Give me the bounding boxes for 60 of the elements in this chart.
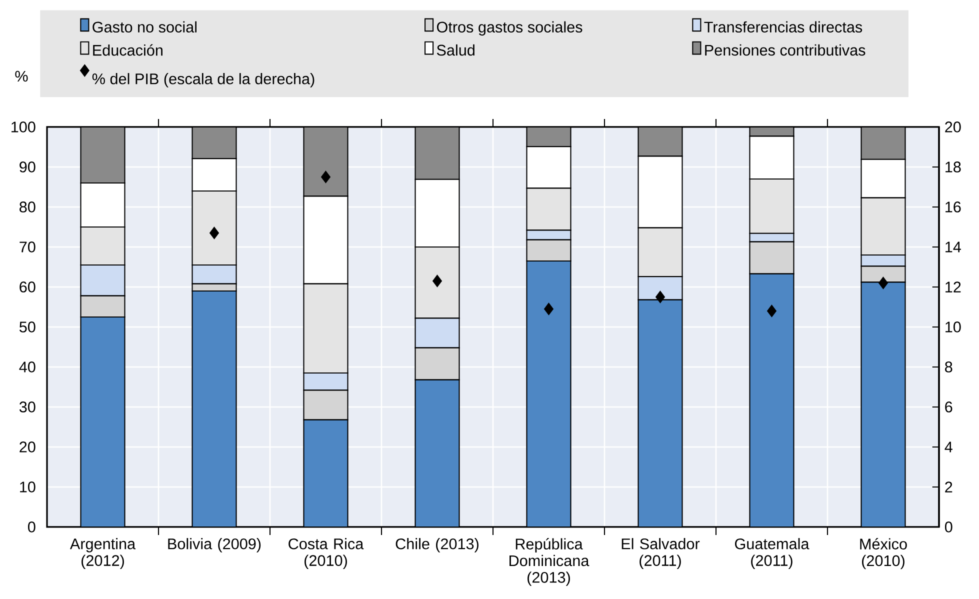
legend-label: % del PIB (escala de la derecha) — [92, 73, 314, 88]
y2-tick-label: 10 — [946, 322, 961, 332]
legend-label: Pensiones contributivas — [705, 44, 866, 56]
y-tick-label: 90 — [20, 162, 36, 172]
point — [544, 302, 554, 316]
bar — [749, 273, 794, 527]
y2-tick-label: 20 — [945, 122, 961, 132]
bar — [414, 379, 460, 527]
y2-tick-label: 12 — [946, 282, 961, 292]
point — [320, 170, 331, 184]
bar — [80, 316, 126, 527]
legend-label: Otros gastos sociales — [436, 21, 582, 36]
point — [878, 276, 888, 290]
legend-label: Salud — [436, 44, 474, 56]
point — [432, 274, 442, 288]
y2-tick-label: 4 — [944, 442, 952, 452]
x-tick-label: Costa Rica (2010) — [288, 538, 364, 570]
y-tick-label: 50 — [19, 322, 36, 332]
bar — [192, 126, 237, 160]
bar — [80, 126, 126, 184]
legend-label: Gasto no social — [92, 21, 197, 33]
x-tick-label: México (2010) — [860, 538, 907, 570]
x-tick-label: Guatemala (2011) — [735, 538, 810, 570]
y-tick-label: 70 — [20, 242, 36, 252]
y-axis-title: % — [15, 70, 28, 82]
y-tick-label: 100 — [12, 122, 36, 132]
bar — [638, 299, 683, 527]
y2-tick-label: 2 — [945, 482, 952, 492]
x-tick-label: República Dominicana (2013) — [510, 538, 590, 586]
point — [655, 290, 666, 304]
x-tick-label: Argentina (2012) — [70, 538, 136, 570]
y2-tick-label: 14 — [946, 242, 961, 252]
bar — [303, 419, 348, 527]
y2-tick-label: 6 — [945, 402, 952, 412]
y-tick-label: 0 — [28, 522, 36, 532]
y-tick-label: 40 — [19, 362, 36, 372]
y-tick-label: 20 — [20, 442, 36, 452]
bar — [192, 290, 237, 527]
y2-tick-label: 18 — [946, 162, 961, 172]
point — [209, 226, 220, 240]
x-tick-label: Bolivia (2009) — [168, 538, 261, 552]
point — [766, 304, 777, 318]
y-tick-label: 10 — [20, 482, 36, 492]
legend-label: Educación — [93, 44, 162, 56]
bar — [526, 260, 572, 527]
x-tick-label: Chile (2013) — [396, 538, 478, 552]
y2-tick-label: 16 — [946, 202, 961, 212]
bar — [860, 282, 906, 527]
bar — [526, 126, 572, 148]
y2-tick-label: 8 — [945, 362, 952, 372]
bar — [414, 126, 460, 180]
bar — [860, 126, 906, 160]
legend-label: Transferencias directas — [704, 21, 862, 33]
bar — [638, 126, 683, 157]
bar — [303, 126, 348, 197]
y2-tick-label: 0 — [944, 522, 952, 532]
x-tick-label: El Salvador (2011) — [622, 538, 700, 570]
y-tick-label: 30 — [19, 402, 36, 412]
y-tick-label: 80 — [20, 202, 36, 212]
y-tick-label: 60 — [20, 282, 36, 292]
